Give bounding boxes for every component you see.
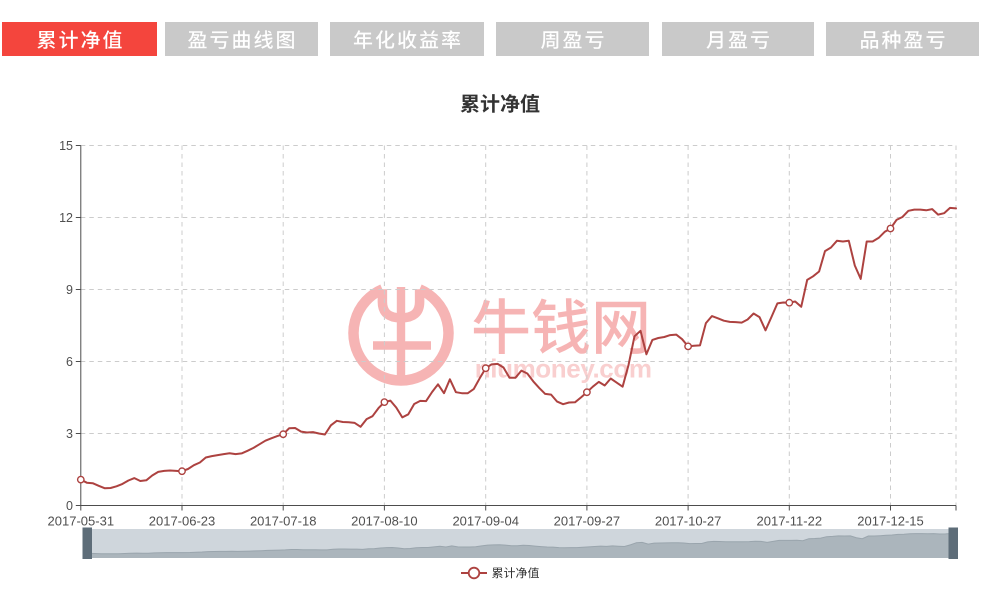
svg-text:2017-08-10: 2017-08-10 [351,514,418,529]
svg-text:6: 6 [66,355,73,369]
svg-text:2017-09-04: 2017-09-04 [452,514,519,529]
svg-text:15: 15 [59,139,73,153]
svg-text:9: 9 [66,283,73,297]
svg-text:12: 12 [59,211,73,225]
svg-text:2017-07-18: 2017-07-18 [250,514,317,529]
svg-text:0: 0 [66,499,73,513]
svg-text:2017-05-31: 2017-05-31 [48,514,115,529]
svg-text:2017-10-27: 2017-10-27 [655,514,722,529]
svg-text:2017-09-27: 2017-09-27 [554,514,621,529]
svg-text:2017-12-15: 2017-12-15 [857,514,924,529]
svg-text:2017-11-22: 2017-11-22 [757,514,823,529]
svg-text:2017-06-23: 2017-06-23 [149,514,216,529]
svg-text:3: 3 [66,427,73,441]
